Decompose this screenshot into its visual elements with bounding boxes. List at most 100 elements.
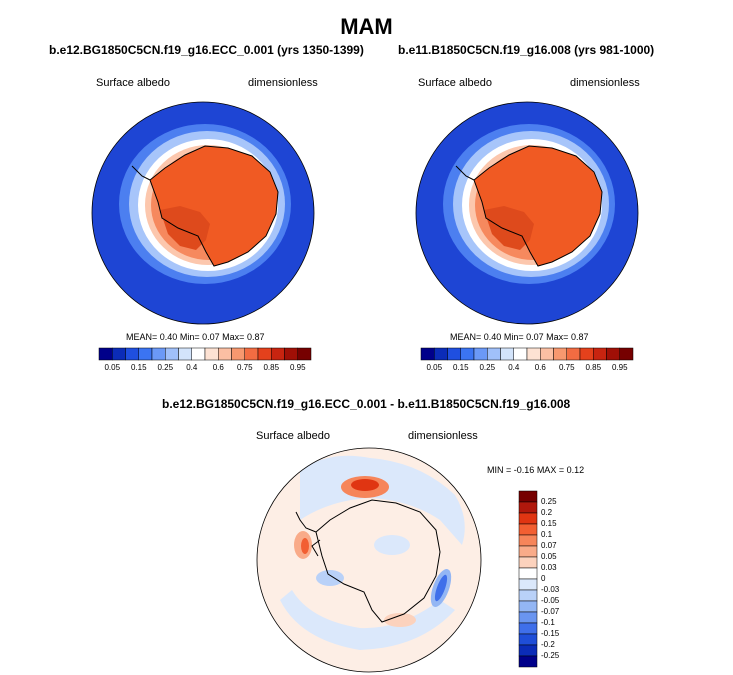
colorbar-swatch (593, 347, 607, 361)
colorbar-swatch (112, 347, 126, 361)
colorbar-swatch (566, 347, 581, 361)
colorbar-swatch (447, 347, 461, 361)
colorbar-swatch (518, 633, 538, 646)
right-mean-label: MEAN= (450, 332, 482, 342)
colorbar-swatch (138, 347, 153, 361)
colorbar-swatch (518, 545, 538, 558)
colorbar-swatch (460, 347, 475, 361)
colorbar-swatch (473, 347, 488, 361)
colorbar-swatch (518, 622, 538, 635)
colorbar-swatch (231, 347, 245, 361)
colorbar-swatch (518, 501, 538, 514)
right-colorbar (420, 347, 634, 361)
colorbar-tick-label: 0.6 (212, 363, 224, 372)
colorbar-swatch (125, 347, 139, 361)
colorbar-tick-label: 0.05 (104, 363, 121, 372)
colorbar-swatch (518, 534, 538, 547)
colorbar-tick-label: 0.4 (508, 363, 520, 372)
colorbar-tick-label: 0.15 (541, 519, 557, 528)
colorbar-swatch (257, 347, 272, 361)
colorbar-tick-label: 0 (541, 574, 546, 583)
diff-min-label: MIN = (487, 465, 512, 475)
right-units-label: dimensionless (570, 77, 640, 89)
left-max-value: 0.87 (246, 332, 265, 342)
left-max-label: Max= (222, 332, 245, 342)
colorbar-tick-label: 0.75 (236, 363, 253, 372)
colorbar-swatch (434, 347, 448, 361)
colorbar-tick-label: -0.05 (541, 596, 560, 605)
right-max-label: Max= (546, 332, 569, 342)
colorbar-swatch (178, 347, 192, 361)
colorbar-tick-label: 0.25 (157, 363, 174, 372)
left-units-label: dimensionless (248, 77, 318, 89)
diff-variable-label: Surface albedo (256, 430, 330, 442)
right-case-title: b.e11.B1850C5CN.f19_g16.008 (yrs 981-100… (398, 43, 655, 57)
colorbar-swatch (297, 347, 312, 361)
colorbar-tick-label: 0.1 (541, 530, 553, 539)
colorbar-tick-label: 0.4 (186, 363, 198, 372)
colorbar-swatch (518, 578, 538, 591)
diff-units-label: dimensionless (408, 430, 478, 442)
colorbar-swatch (518, 490, 538, 503)
left-min-label: Min= (179, 332, 200, 342)
colorbar-tick-label: -0.15 (541, 629, 560, 638)
colorbar-tick-label: 0.95 (611, 363, 628, 372)
colorbar-tick-label: 0.95 (289, 363, 306, 372)
right-variable-label: Surface albedo (418, 77, 492, 89)
left-min-value: 0.07 (202, 332, 220, 342)
colorbar-swatch (606, 347, 620, 361)
colorbar-tick-label: 0.2 (541, 508, 553, 517)
colorbar-tick-label: 0.25 (541, 497, 557, 506)
colorbar-swatch (518, 523, 538, 536)
colorbar-swatch (518, 512, 538, 525)
colorbar-swatch (518, 644, 538, 657)
diff-colorbar (518, 490, 538, 668)
colorbar-swatch (165, 347, 179, 361)
colorbar-tick-label: -0.25 (541, 651, 560, 660)
left-variable-label: Surface albedo (96, 77, 170, 89)
colorbar-tick-label: 0.05 (426, 363, 443, 372)
colorbar-swatch (518, 556, 538, 569)
diff-min-value: -0.16 (513, 465, 535, 475)
colorbar-tick-label: -0.1 (541, 618, 555, 627)
colorbar-swatch (271, 347, 285, 361)
colorbar-tick-label: 0.05 (541, 552, 557, 561)
left-case-title: b.e12.BG1850C5CN.f19_g16.ECC_0.001 (yrs … (49, 43, 364, 57)
diff-max-label: MAX = (536, 465, 565, 475)
colorbar-tick-label: 0.15 (130, 363, 147, 372)
colorbar-tick-label: 0.15 (452, 363, 469, 372)
colorbar-tick-label: -0.03 (541, 585, 560, 594)
colorbar-tick-label: -0.2 (541, 640, 555, 649)
right-max-value: 0.87 (570, 332, 589, 342)
colorbar-swatch (284, 347, 298, 361)
right-min-value: 0.07 (526, 332, 544, 342)
colorbar-swatch (579, 347, 594, 361)
colorbar-swatch (518, 589, 538, 602)
colorbar-tick-label: 0.85 (585, 363, 602, 372)
left-stats: MEAN= 0.40 Min= 0.07 Max= 0.87 (126, 332, 264, 342)
colorbar-tick-label: 0.75 (558, 363, 575, 372)
colorbar-swatch (518, 567, 538, 580)
colorbar-tick-label: 0.85 (263, 363, 280, 372)
left-colorbar (98, 347, 312, 361)
season-title: MAM (340, 14, 393, 39)
colorbar-swatch (518, 611, 538, 624)
colorbar-tick-label: 0.25 (479, 363, 496, 372)
left-mean-value: 0.40 (159, 332, 178, 342)
colorbar-tick-label: -0.07 (541, 607, 560, 616)
colorbar-swatch (518, 600, 538, 613)
right-mean-value: 0.40 (483, 332, 502, 342)
colorbar-swatch (518, 655, 538, 668)
colorbar-swatch (619, 347, 634, 361)
right-min-label: Min= (503, 332, 524, 342)
colorbar-swatch (204, 347, 219, 361)
colorbar-tick-label: 0.6 (534, 363, 546, 372)
colorbar-swatch (151, 347, 166, 361)
colorbar-swatch (487, 347, 501, 361)
right-stats: MEAN= 0.40 Min= 0.07 Max= 0.87 (450, 332, 588, 342)
colorbar-swatch (500, 347, 514, 361)
colorbar-swatch (553, 347, 567, 361)
